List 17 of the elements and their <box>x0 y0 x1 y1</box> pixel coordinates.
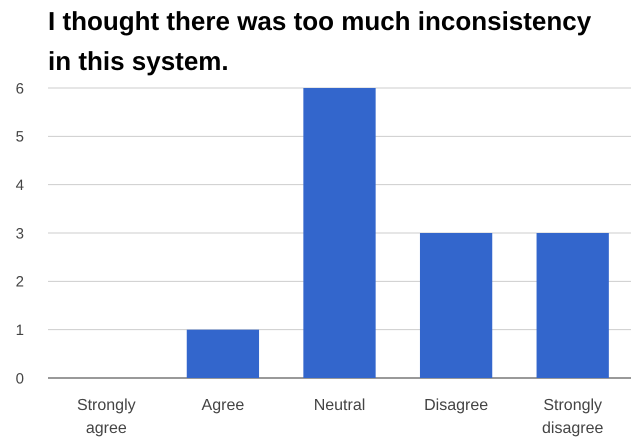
x-tick-label: Disagree <box>424 397 488 414</box>
y-tick-label: 0 <box>16 370 24 388</box>
x-tick-label: Strongly agree <box>76 397 136 437</box>
bar <box>303 88 376 378</box>
y-tick-label: 4 <box>16 176 24 194</box>
x-tick-label: Agree <box>202 397 244 414</box>
bar <box>420 233 492 378</box>
y-tick-label: 3 <box>16 225 24 242</box>
y-tick-label: 2 <box>16 274 24 291</box>
chart-title: I thought there was too much inconsistency in this system. <box>48 6 592 76</box>
y-tick-label: 6 <box>16 80 24 98</box>
bar <box>536 233 609 378</box>
y-tick-label: 5 <box>16 128 24 146</box>
y-tick-label: 1 <box>16 322 24 339</box>
x-tick-label: Neutral <box>314 397 366 414</box>
bar <box>186 330 260 378</box>
x-tick-label: Strongly disagree <box>542 397 604 437</box>
